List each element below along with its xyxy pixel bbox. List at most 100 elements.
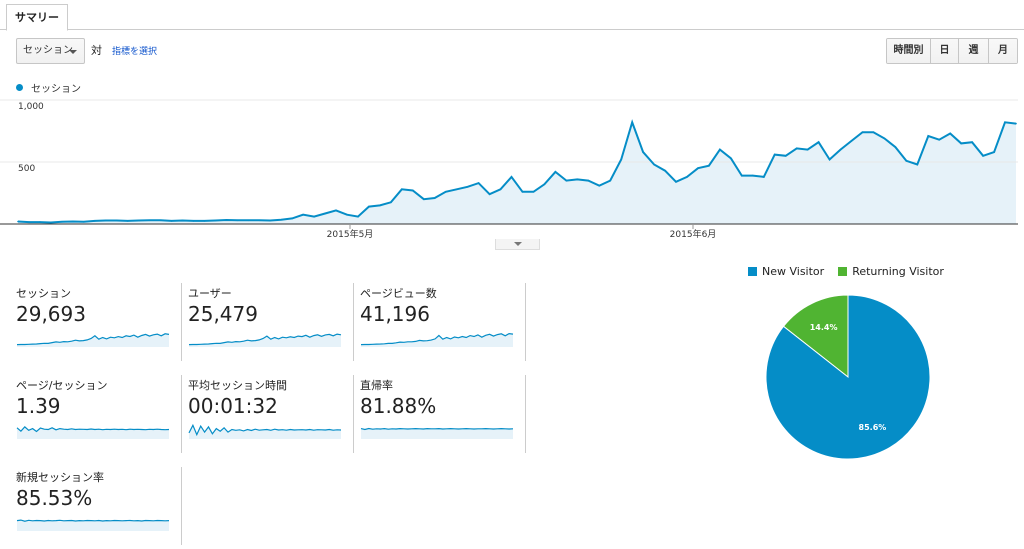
data-point — [927, 135, 930, 137]
legend-swatch-new-visitor — [748, 267, 757, 276]
sparkline-area — [189, 334, 341, 347]
chevron-down-icon — [69, 50, 77, 54]
y-tick-label: 500 — [18, 164, 35, 174]
visitor-type-pie-chart[interactable]: 14.4% 85.6% — [760, 290, 940, 470]
data-point — [126, 220, 129, 222]
pie-slice-label: 14.4% — [810, 323, 838, 332]
data-point — [598, 184, 601, 187]
data-point — [412, 189, 414, 192]
sparkline-line — [360, 427, 514, 431]
metric-select-dropdown[interactable]: セッション — [16, 38, 85, 64]
y-tick-label: 1,000 — [18, 102, 44, 112]
data-point — [170, 220, 173, 222]
data-point — [181, 219, 184, 222]
metric-name: ページ/セッション — [16, 379, 108, 392]
metric-value: 41,196 — [360, 302, 430, 326]
data-point — [291, 217, 294, 220]
metric-card-avg-session-duration[interactable]: 平均セッション時間 00:01:32 — [188, 375, 354, 457]
data-point — [477, 182, 480, 184]
chart-expand-toggle[interactable] — [495, 239, 540, 250]
data-point — [620, 158, 622, 161]
data-point — [806, 148, 809, 151]
data-point — [137, 219, 140, 222]
sparkline-line — [16, 426, 170, 433]
metric-card-new-session-rate[interactable]: 新規セッション率 85.53% — [16, 467, 182, 549]
card-divider — [525, 283, 526, 361]
data-point — [17, 220, 19, 223]
data-point — [675, 181, 677, 183]
data-point — [708, 164, 710, 167]
data-point — [828, 158, 831, 161]
chart-legend: セッション — [16, 80, 81, 95]
data-point — [521, 191, 524, 193]
data-point — [335, 209, 337, 212]
data-point — [83, 221, 85, 223]
period-month-button[interactable]: 月 — [989, 39, 1017, 63]
period-hourly-button[interactable]: 時間別 — [887, 39, 931, 63]
pie-slice-returning-visitor — [782, 294, 849, 379]
data-point — [532, 191, 535, 193]
metric-sparkline — [16, 333, 170, 347]
metric-name: セッション — [16, 287, 71, 300]
report-tab-bar: サマリー — [0, 0, 1024, 31]
data-point — [883, 137, 886, 140]
card-divider — [181, 283, 182, 361]
chevron-down-icon — [514, 242, 522, 246]
data-point — [94, 220, 96, 222]
data-point — [269, 219, 272, 222]
data-point — [982, 155, 984, 157]
data-point — [159, 219, 162, 222]
data-point — [850, 140, 853, 142]
period-day-button[interactable]: 日 — [931, 39, 959, 63]
data-point — [488, 193, 491, 195]
sparkline-area — [361, 333, 513, 347]
data-point — [642, 151, 644, 153]
data-point — [401, 188, 403, 191]
metric-sparkline — [16, 519, 170, 531]
data-point — [993, 151, 995, 153]
data-point — [50, 221, 52, 224]
card-divider — [181, 467, 182, 545]
metric-card-pageviews[interactable]: ページビュー数 41,196 — [360, 283, 526, 365]
data-point — [817, 141, 820, 143]
metric-card-bounce-rate[interactable]: 直帰率 81.88% — [360, 375, 526, 457]
data-point — [773, 153, 776, 156]
data-point — [423, 198, 425, 200]
period-week-button[interactable]: 週 — [959, 39, 989, 63]
data-point — [148, 219, 151, 222]
metric-name: 直帰率 — [360, 379, 393, 392]
data-point — [861, 131, 864, 133]
data-point — [752, 174, 754, 177]
data-point — [730, 157, 732, 160]
metric-card-pages-per-session[interactable]: ページ/セッション 1.39 — [16, 375, 182, 457]
metric-card-users[interactable]: ユーザー 25,479 — [188, 283, 354, 365]
data-point — [192, 220, 195, 222]
data-point — [971, 141, 973, 143]
data-point — [587, 179, 590, 182]
metric-value: 1.39 — [16, 394, 61, 418]
pie-legend: New Visitor Returning Visitor — [748, 265, 944, 278]
sessions-area-fill — [18, 122, 1016, 224]
data-point — [916, 163, 919, 166]
data-point — [894, 146, 897, 148]
data-point — [115, 219, 118, 222]
data-point — [763, 176, 765, 178]
metric-sparkline — [360, 427, 514, 439]
metric-value: 81.88% — [360, 394, 437, 418]
sessions-series-line — [17, 119, 1017, 224]
data-point — [368, 205, 370, 208]
metric-card-sessions[interactable]: セッション 29,693 — [16, 283, 182, 365]
data-point — [466, 186, 469, 188]
data-point — [719, 148, 721, 151]
data-point — [686, 176, 688, 178]
select-metric-link[interactable]: 指標を選択 — [112, 47, 158, 57]
legend-label-sessions: セッション — [31, 84, 81, 95]
sessions-line-chart[interactable]: 1,000 500 2015年5月 2015年6月 — [0, 90, 1024, 250]
data-point — [741, 174, 743, 177]
sparkline-area — [189, 425, 341, 439]
data-point — [784, 155, 787, 157]
x-tick-label: 2015年6月 — [670, 228, 717, 240]
metric-name: 平均セッション時間 — [188, 379, 287, 392]
data-point — [72, 220, 74, 223]
tab-summary[interactable]: サマリー — [6, 4, 68, 31]
